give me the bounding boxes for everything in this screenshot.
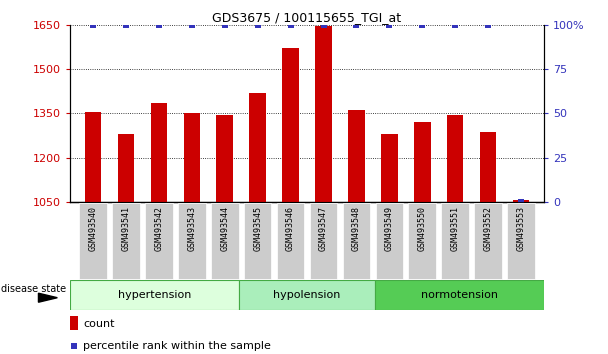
Point: [384, 22, 394, 28]
Bar: [316, 26, 332, 202]
FancyBboxPatch shape: [342, 203, 370, 279]
Bar: [513, 200, 530, 202]
Point: [69, 343, 79, 348]
FancyBboxPatch shape: [70, 280, 240, 310]
Text: GSM493545: GSM493545: [253, 206, 262, 251]
Text: GSM493550: GSM493550: [418, 206, 427, 251]
Point: [451, 22, 460, 28]
FancyBboxPatch shape: [376, 203, 403, 279]
Bar: [151, 103, 167, 202]
Text: GSM493542: GSM493542: [154, 206, 164, 251]
FancyBboxPatch shape: [178, 203, 206, 279]
Bar: [348, 110, 365, 202]
Text: normotension: normotension: [421, 290, 498, 300]
Point: [483, 22, 493, 28]
Point: [220, 22, 230, 28]
Text: GSM493551: GSM493551: [451, 206, 460, 251]
Text: GSM493541: GSM493541: [122, 206, 130, 251]
FancyBboxPatch shape: [507, 203, 535, 279]
Point: [121, 22, 131, 28]
FancyBboxPatch shape: [441, 203, 469, 279]
Bar: [118, 134, 134, 202]
Point: [286, 22, 295, 28]
Text: GSM493544: GSM493544: [220, 206, 229, 251]
Bar: [184, 113, 200, 202]
Text: GSM493546: GSM493546: [286, 206, 295, 251]
Point: [351, 22, 361, 28]
Text: disease state: disease state: [1, 284, 66, 294]
Bar: [480, 132, 496, 202]
FancyBboxPatch shape: [309, 203, 337, 279]
Text: GSM493549: GSM493549: [385, 206, 394, 251]
Text: count: count: [83, 319, 115, 329]
Text: GSM493552: GSM493552: [484, 206, 492, 251]
FancyBboxPatch shape: [409, 203, 436, 279]
Polygon shape: [38, 293, 57, 302]
Bar: [381, 134, 398, 202]
FancyBboxPatch shape: [375, 280, 544, 310]
Text: hypolension: hypolension: [274, 290, 340, 300]
Text: GSM493547: GSM493547: [319, 206, 328, 251]
Bar: [282, 48, 299, 202]
Point: [418, 22, 427, 28]
Bar: [447, 115, 463, 202]
Bar: [216, 115, 233, 202]
FancyBboxPatch shape: [240, 280, 375, 310]
Bar: [249, 93, 266, 202]
Text: GSM493540: GSM493540: [89, 206, 97, 251]
FancyBboxPatch shape: [112, 203, 140, 279]
Point: [88, 22, 98, 28]
FancyBboxPatch shape: [211, 203, 238, 279]
FancyBboxPatch shape: [277, 203, 305, 279]
Text: percentile rank within the sample: percentile rank within the sample: [83, 341, 271, 351]
Bar: [70, 316, 78, 331]
Bar: [85, 112, 101, 202]
FancyBboxPatch shape: [474, 203, 502, 279]
Text: GSM493553: GSM493553: [517, 206, 525, 251]
FancyBboxPatch shape: [244, 203, 271, 279]
Text: GSM493548: GSM493548: [352, 206, 361, 251]
Text: GSM493543: GSM493543: [187, 206, 196, 251]
Point: [253, 22, 263, 28]
Point: [154, 22, 164, 28]
Point: [319, 22, 328, 28]
Point: [516, 199, 526, 205]
Bar: [414, 122, 430, 202]
Point: [187, 22, 196, 28]
Title: GDS3675 / 100115655_TGI_at: GDS3675 / 100115655_TGI_at: [212, 11, 402, 24]
FancyBboxPatch shape: [79, 203, 107, 279]
Text: hypertension: hypertension: [118, 290, 192, 300]
FancyBboxPatch shape: [145, 203, 173, 279]
